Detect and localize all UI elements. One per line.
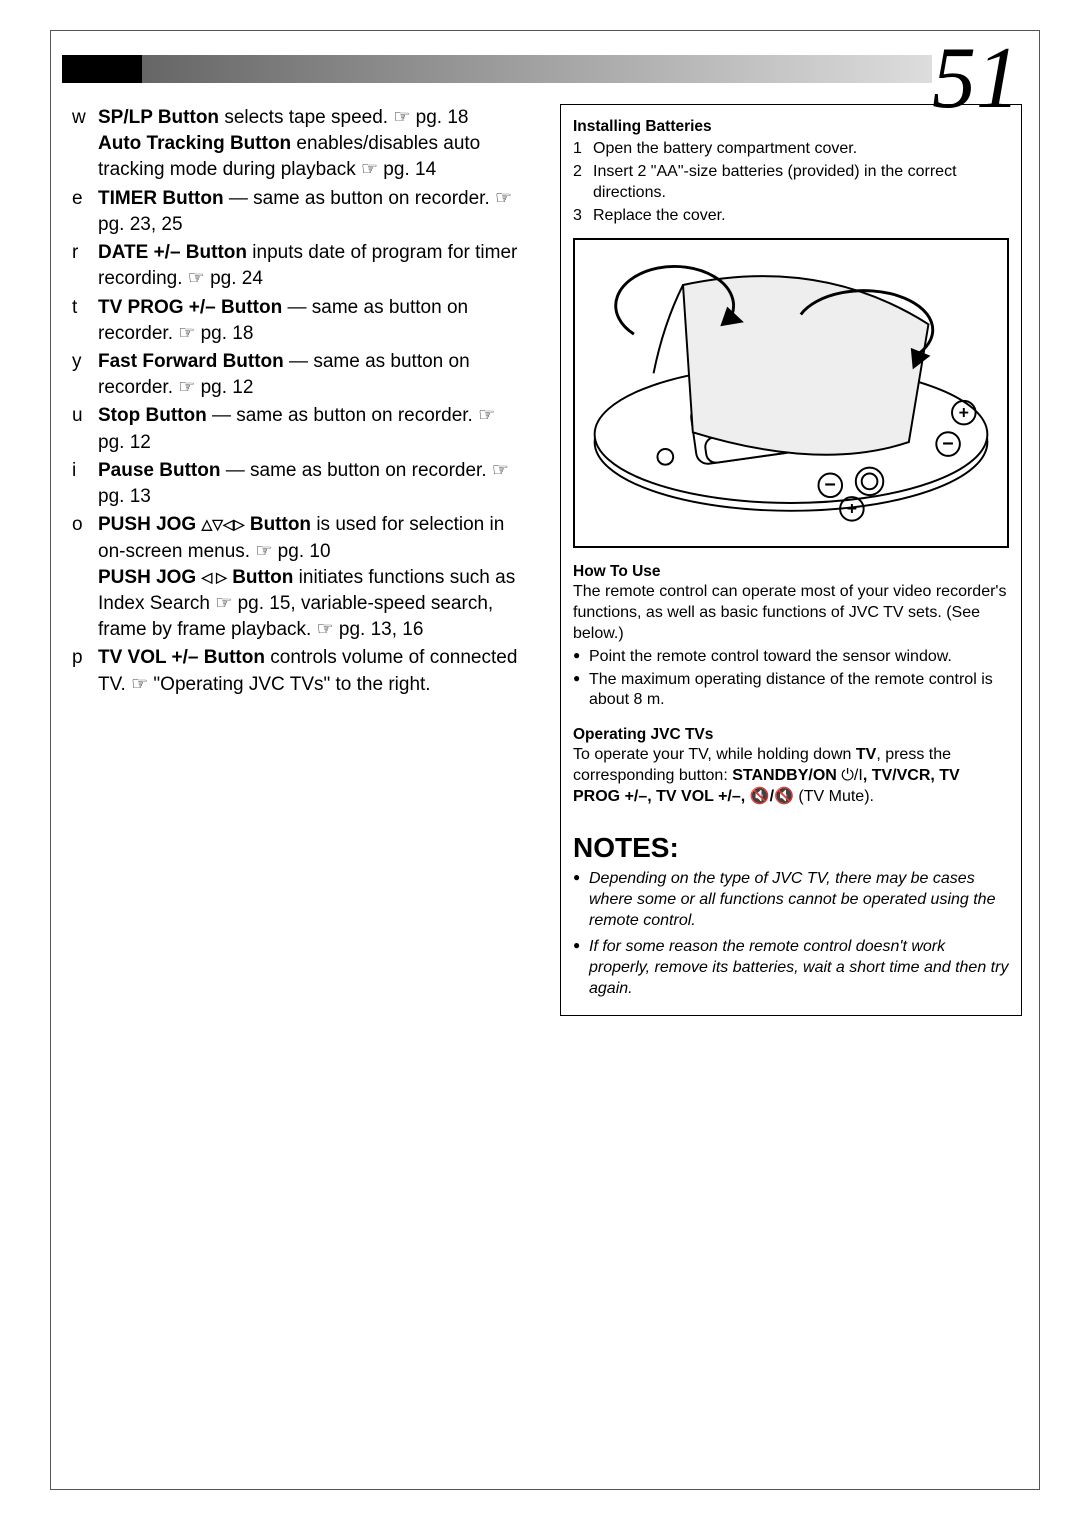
howto-bullet: Point the remote control toward the sens… bbox=[573, 647, 1009, 668]
item-marker: w bbox=[72, 105, 92, 131]
item-marker: i bbox=[72, 458, 92, 484]
svg-text:+: + bbox=[959, 403, 969, 423]
operating-heading: Operating JVC TVs bbox=[573, 725, 1009, 745]
left-column: wSP/LP Button selects tape speed. ☞ pg. … bbox=[72, 105, 522, 700]
step-number: 1 bbox=[573, 139, 582, 160]
button-item: tTV PROG +/– Button — same as button on … bbox=[72, 295, 522, 347]
button-item: iPause Button — same as button on record… bbox=[72, 458, 522, 510]
item-text: SP/LP Button selects tape speed. ☞ pg. 1… bbox=[98, 107, 480, 180]
step-text: Open the battery compartment cover. bbox=[593, 140, 857, 157]
button-item: rDATE +/– Button inputs date of program … bbox=[72, 240, 522, 292]
battery-diagram: + − − + bbox=[573, 238, 1009, 548]
item-text: TIMER Button — same as button on recorde… bbox=[98, 188, 512, 235]
item-text: TV PROG +/– Button — same as button on r… bbox=[98, 297, 468, 344]
item-marker: y bbox=[72, 349, 92, 375]
step-text: Insert 2 "AA"-size batteries (provided) … bbox=[593, 163, 957, 201]
installing-heading: Installing Batteries bbox=[573, 117, 1009, 137]
howto-bullet: The maximum operating distance of the re… bbox=[573, 670, 1009, 712]
button-reference-list: wSP/LP Button selects tape speed. ☞ pg. … bbox=[72, 105, 522, 698]
item-marker: p bbox=[72, 645, 92, 671]
item-marker: r bbox=[72, 240, 92, 266]
remote-battery-illustration: + − − + bbox=[575, 240, 1007, 546]
step-text: Replace the cover. bbox=[593, 207, 726, 224]
button-item: pTV VOL +/– Button controls volume of co… bbox=[72, 645, 522, 697]
button-item: eTIMER Button — same as button on record… bbox=[72, 186, 522, 238]
item-text: DATE +/– Button inputs date of program f… bbox=[98, 242, 517, 289]
howto-intro: The remote control can operate most of y… bbox=[573, 582, 1009, 644]
notes-list: Depending on the type of JVC TV, there m… bbox=[573, 868, 1009, 999]
install-step: 3 Replace the cover. bbox=[573, 206, 1009, 227]
operating-text: To operate your TV, while holding down T… bbox=[573, 745, 1009, 807]
step-number: 3 bbox=[573, 206, 582, 227]
install-step: 1 Open the battery compartment cover. bbox=[573, 139, 1009, 160]
note-item: Depending on the type of JVC TV, there m… bbox=[573, 868, 1009, 931]
right-column-panel: Installing Batteries 1 Open the battery c… bbox=[560, 104, 1022, 1016]
item-marker: e bbox=[72, 186, 92, 212]
button-item: yFast Forward Button — same as button on… bbox=[72, 349, 522, 401]
header-bar bbox=[62, 55, 932, 83]
svg-text:−: − bbox=[942, 433, 953, 455]
item-text: Stop Button — same as button on recorder… bbox=[98, 405, 495, 452]
installing-steps: 1 Open the battery compartment cover. 2 Ins… bbox=[573, 139, 1009, 226]
howto-bullets: Point the remote control toward the sens… bbox=[573, 647, 1009, 711]
svg-text:−: − bbox=[825, 475, 836, 497]
install-step: 2 Insert 2 "AA"-size batteries (provided)… bbox=[573, 162, 1009, 204]
button-item: wSP/LP Button selects tape speed. ☞ pg. … bbox=[72, 105, 522, 184]
note-item: If for some reason the remote control do… bbox=[573, 936, 1009, 999]
svg-text:+: + bbox=[847, 499, 857, 519]
item-marker: o bbox=[72, 512, 92, 538]
step-number: 2 bbox=[573, 162, 582, 183]
item-text: Pause Button — same as button on recorde… bbox=[98, 460, 509, 507]
item-text: Fast Forward Button — same as button on … bbox=[98, 351, 470, 398]
item-marker: t bbox=[72, 295, 92, 321]
item-text: PUSH JOG △▽◁▷ Button is used for selecti… bbox=[98, 514, 515, 640]
howto-heading: How To Use bbox=[573, 562, 1009, 582]
notes-heading: NOTES: bbox=[573, 830, 1009, 866]
item-marker: u bbox=[72, 403, 92, 429]
button-item: uStop Button — same as button on recorde… bbox=[72, 403, 522, 455]
item-text: TV VOL +/– Button controls volume of con… bbox=[98, 647, 517, 694]
button-item: oPUSH JOG △▽◁▷ Button is used for select… bbox=[72, 512, 522, 643]
